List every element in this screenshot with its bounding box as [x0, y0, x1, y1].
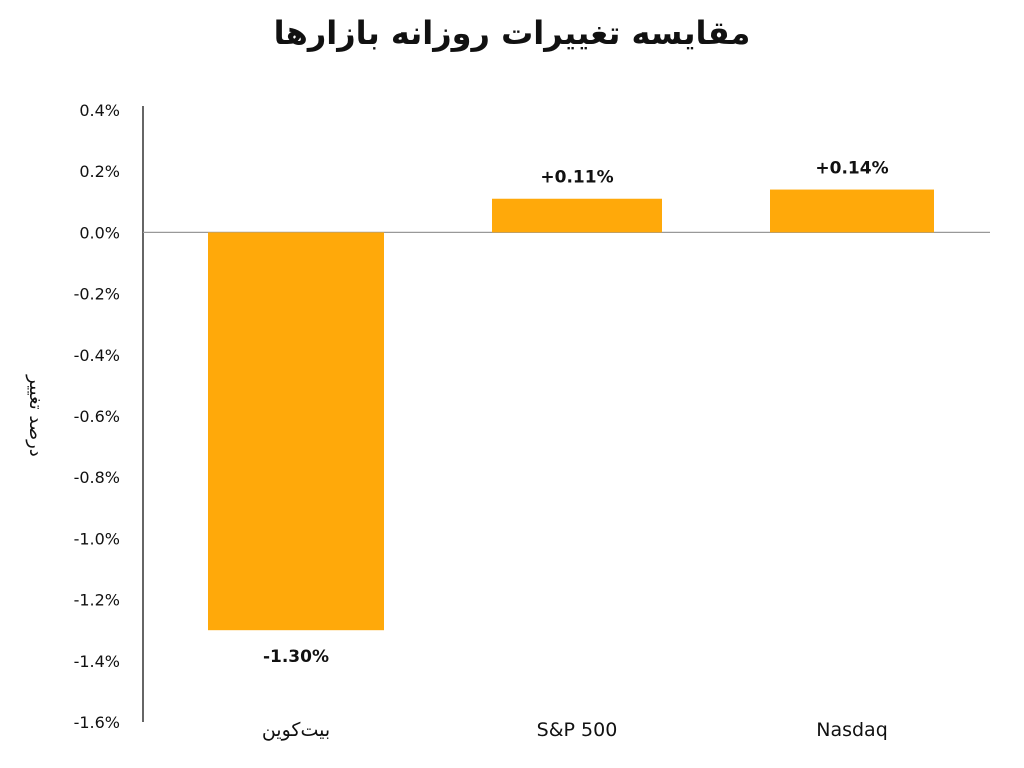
y-tick-label: 0.2% [79, 162, 120, 181]
y-tick-label: -0.4% [74, 346, 120, 365]
category-label: Nasdaq [816, 719, 888, 741]
bar-value-label: +0.11% [540, 168, 613, 188]
y-tick-label: -0.6% [74, 407, 120, 426]
y-axis-title: درصد تغییر [25, 374, 46, 457]
y-tick-label: 0.0% [79, 223, 120, 242]
y-tick-label: -1.6% [74, 713, 120, 732]
y-tick-label: -1.0% [74, 529, 120, 548]
y-tick-label: -1.4% [74, 652, 120, 671]
value-labels: -1.30% +0.11% +0.14% [263, 159, 889, 668]
bar [492, 198, 662, 233]
category-label: S&P 500 [537, 719, 618, 741]
bar [208, 232, 384, 631]
chart-title: مقایسه تغییرات روزانه بازارها [273, 14, 751, 52]
category-labels: بیت‌کوین S&P 500 Nasdaq [262, 719, 888, 741]
y-axis-ticks: 0.4% 0.2% 0.0% -0.2% -0.4% -0.6% -0.8% -1.0% -1.… [74, 101, 120, 732]
y-tick-label: -1.2% [74, 591, 120, 610]
bar-value-label: +0.14% [815, 159, 888, 179]
bar [770, 189, 934, 233]
category-label: بیت‌کوین [262, 719, 330, 741]
y-tick-label: 0.4% [79, 101, 120, 120]
bars [208, 189, 934, 631]
bar-value-label: -1.30% [263, 647, 329, 667]
y-tick-label: -0.2% [74, 285, 120, 304]
y-tick-label: -0.8% [74, 468, 120, 487]
